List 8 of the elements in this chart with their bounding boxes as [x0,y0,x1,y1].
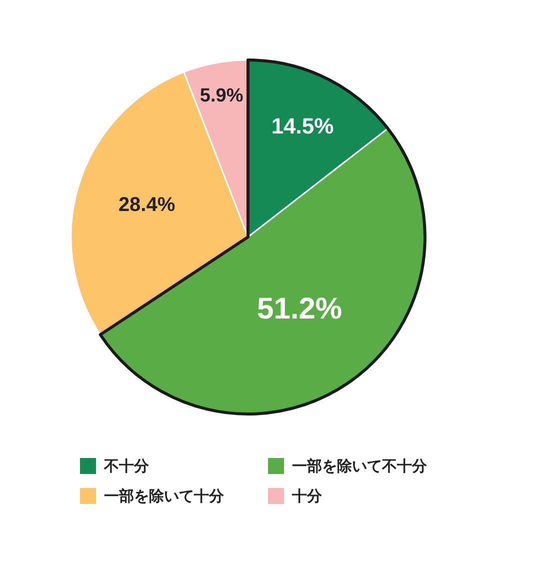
data-label: 14.5% [271,113,334,138]
legend-label: 不十分 [103,457,150,475]
data-label: 5.9% [200,86,244,107]
data-label: 28.4% [118,194,176,216]
legend-label: 一部を除いて十分 [104,487,225,505]
legend-label: 十分 [291,487,323,505]
legend-label: 一部を除いて不十分 [292,457,428,475]
data-label: 51.2% [257,292,342,326]
